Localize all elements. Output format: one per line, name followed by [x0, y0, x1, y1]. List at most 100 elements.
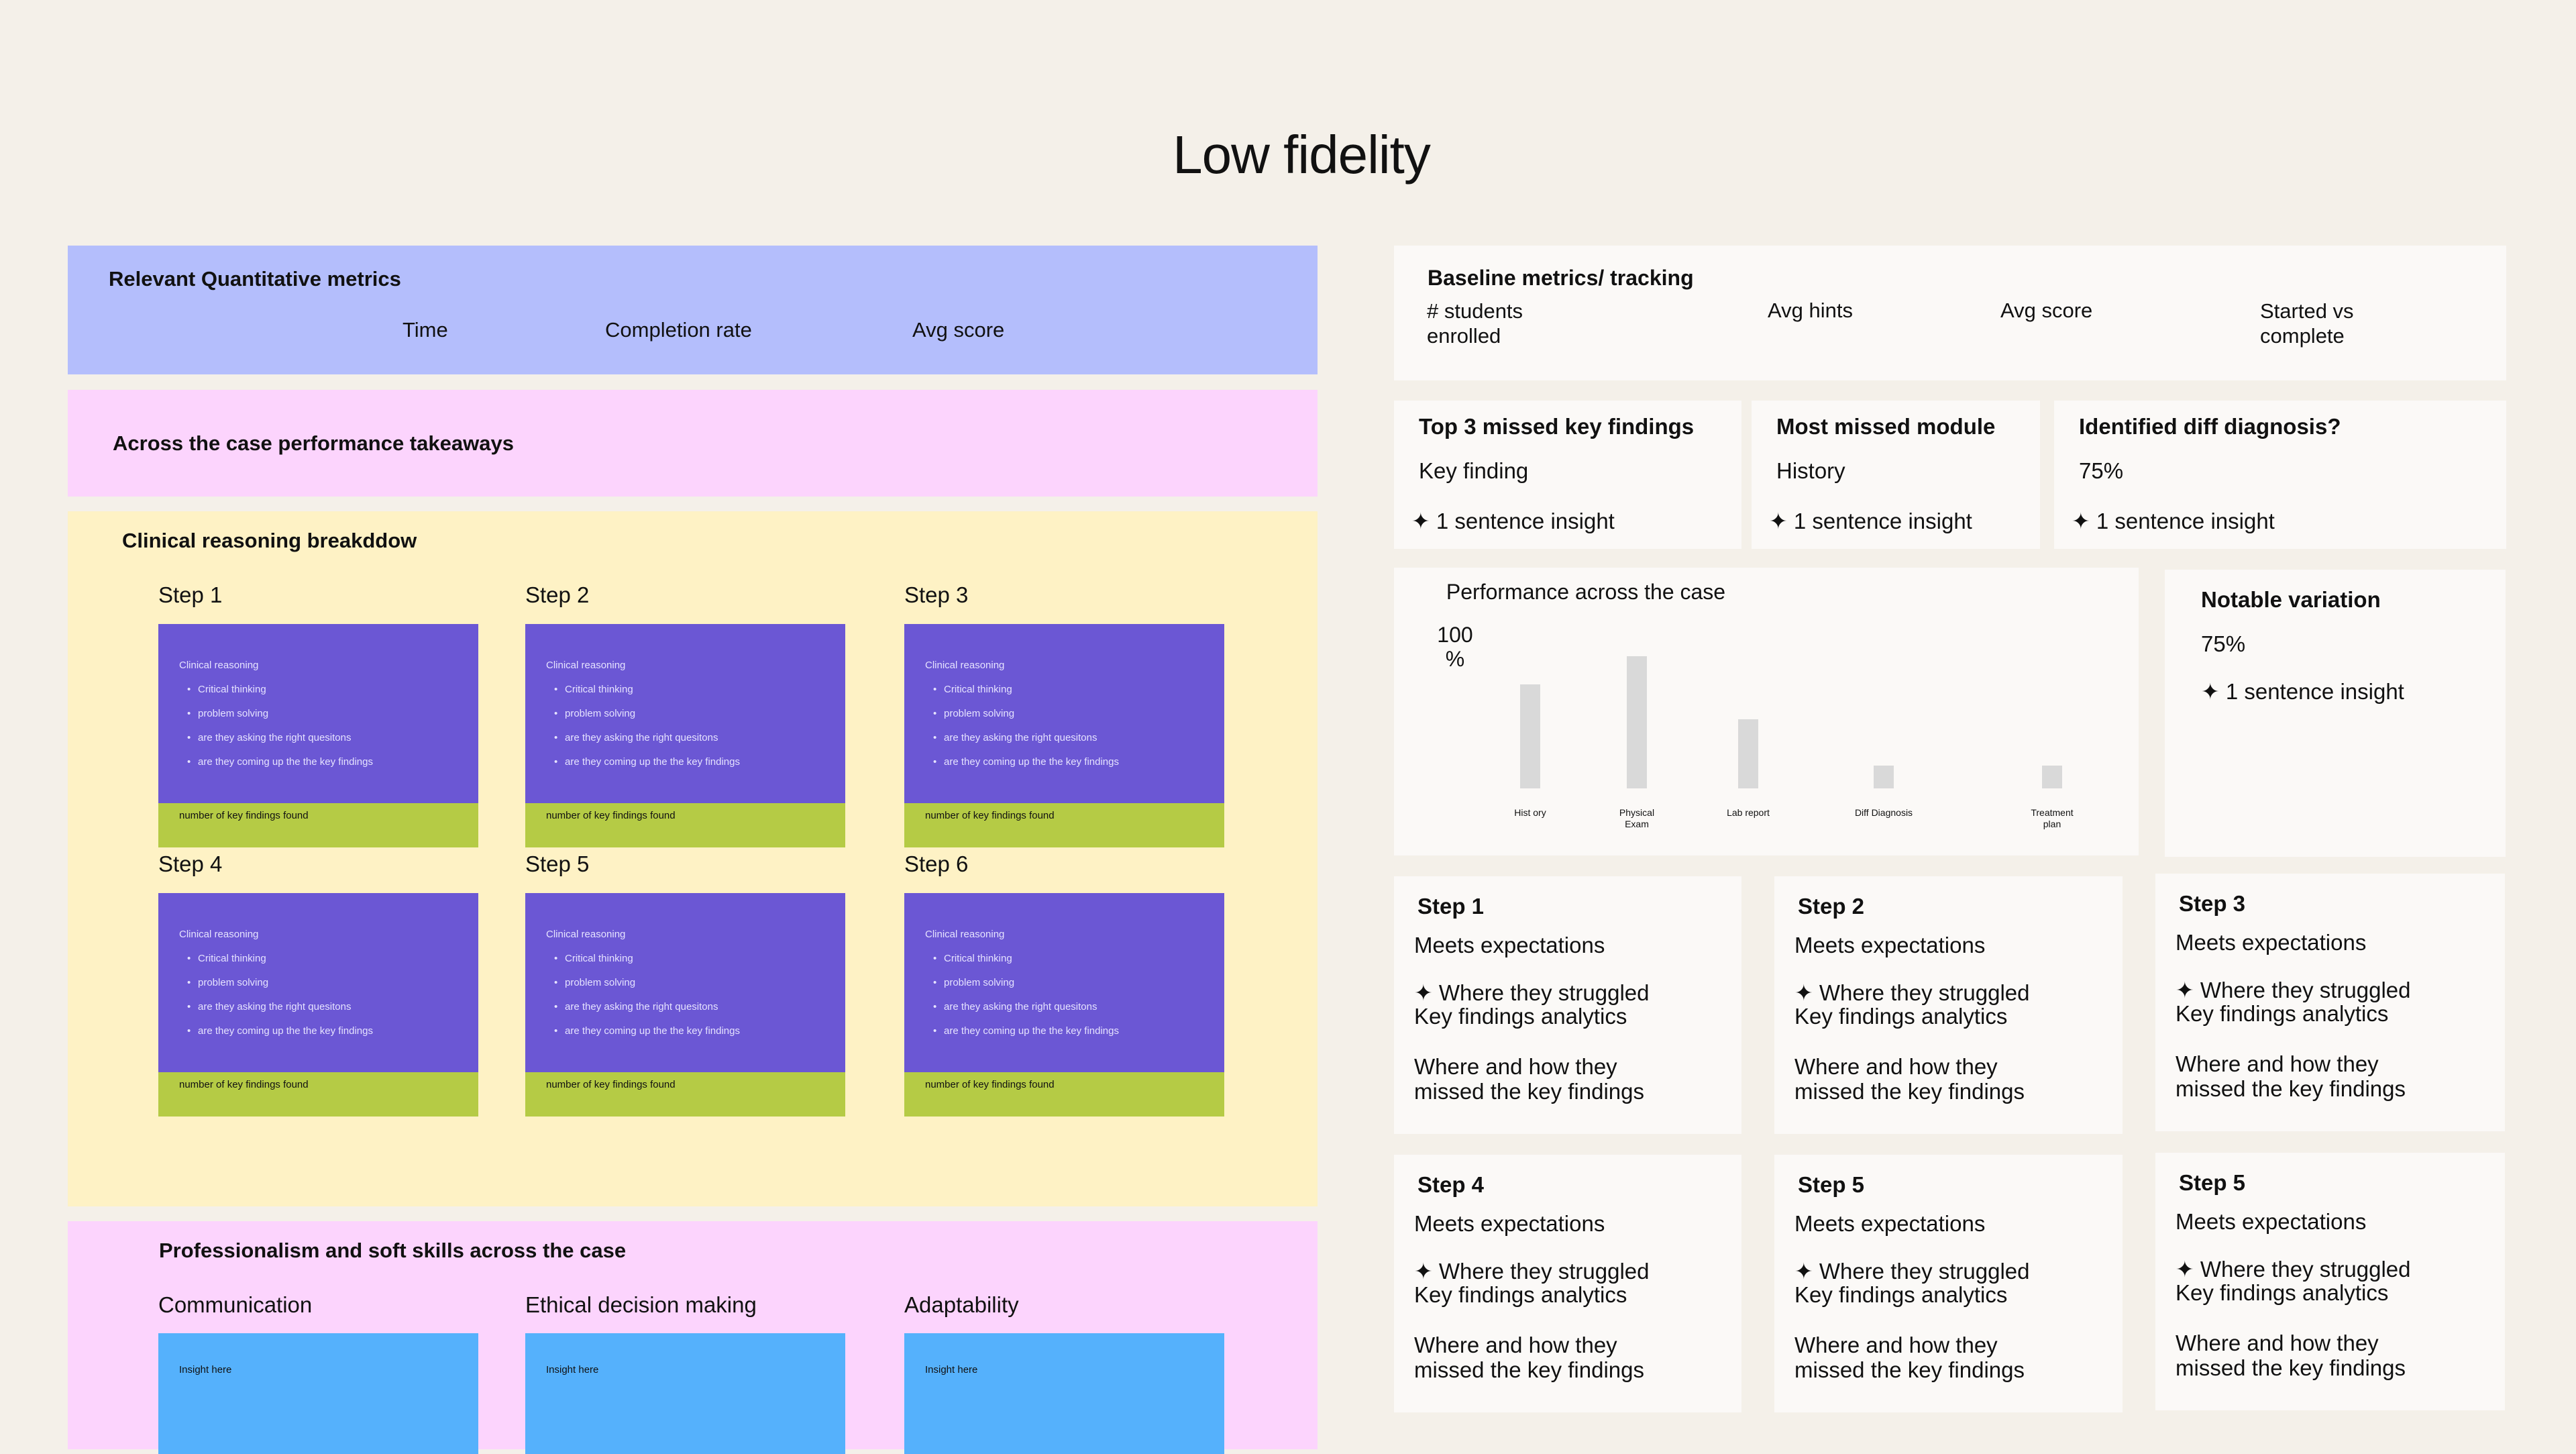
clinical-title: Clinical reasoning breakddow [122, 529, 417, 552]
card-title: Clinical reasoning [546, 929, 626, 940]
soft-skill-label: Adaptability [904, 1292, 1019, 1317]
summary-card: Top 3 missed key findings Key finding 1 se… [1394, 401, 1741, 549]
summary-card: Most missed module History 1 sentence insi… [1752, 401, 2040, 549]
card-footer: number of key findings found [904, 803, 1224, 847]
takeaways-section: Across the case performance takeaways [68, 390, 1318, 497]
step-card-status: Meets expectations [1794, 933, 1986, 957]
card-footer-label: number of key findings found [179, 810, 309, 821]
step-card-title: Step 1 [1417, 894, 1485, 919]
card-bullet: are they asking the right quesitons [933, 726, 1119, 750]
page-title: Low fidelity [1173, 125, 1431, 185]
step-card-status: Meets expectations [1794, 1211, 1986, 1236]
step-card-analytics: Key findings analytics [1414, 1282, 1627, 1307]
clinical-step-card: Clinical reasoning Critical thinkingprobl… [904, 624, 1224, 847]
step-insight-card: Step 3 Meets expectations Where they strug… [2155, 874, 2505, 1131]
soft-skills-section: Professionalism and soft skills across t… [68, 1221, 1318, 1454]
card-footer: number of key findings found [525, 1072, 845, 1117]
soft-skill-label: Ethical decision making [525, 1292, 757, 1317]
soft-skill-card: Insight here [158, 1333, 478, 1454]
card-body: Clinical reasoning Critical thinkingprobl… [925, 923, 1119, 1043]
card-bullet: are they coming up the the key findings [187, 1019, 373, 1043]
notable-value: 75% [2201, 631, 2246, 656]
card-footer-label: number of key findings found [179, 1079, 309, 1090]
soft-skills-title: Professionalism and soft skills across t… [159, 1239, 627, 1262]
step-card-struggle: Where they struggled [1794, 1258, 2030, 1284]
step-card-struggle: Where they struggled [1794, 980, 2030, 1006]
card-footer-label: number of key findings found [546, 1079, 676, 1090]
card-bullet: are they asking the right quesitons [187, 726, 373, 750]
step-card-missed: Where and how they missed the key findin… [1794, 1054, 2025, 1104]
card-bullet: are they coming up the the key findings [933, 1019, 1119, 1043]
chart-x-tick: Diff Diagnosis [1854, 807, 1913, 818]
step-card-title: Step 5 [1798, 1172, 1865, 1197]
baseline-avg-hints: Avg hints [1768, 299, 1853, 322]
step-card-missed: Where and how they missed the key findin… [1414, 1333, 1645, 1382]
baseline-started-vs-complete: Started vs complete [2260, 299, 2354, 348]
step-label: Step 4 [158, 851, 223, 876]
chart-x-tick: Physical Exam [1619, 807, 1655, 829]
card-bullet: are they asking the right quesitons [554, 726, 740, 750]
baseline-panel: Baseline metrics/ tracking # students en… [1394, 246, 2506, 380]
step-card-title: Step 4 [1417, 1172, 1485, 1197]
card-bullet: Critical thinking [554, 678, 740, 702]
step-card-status: Meets expectations [2176, 930, 2367, 955]
card-title: Clinical reasoning [925, 929, 1005, 940]
card-bullets: Critical thinkingproblem solvingare they… [546, 947, 740, 1043]
chart-title: Performance across the case [1446, 580, 1726, 604]
card-bullet: are they asking the right quesitons [554, 995, 740, 1019]
card-bullets: Critical thinkingproblem solvingare they… [179, 678, 373, 774]
metric-completion-rate: Completion rate [605, 318, 752, 342]
card-footer-label: number of key findings found [925, 1079, 1055, 1090]
card-bullet: Critical thinking [933, 947, 1119, 971]
step-card-status: Meets expectations [1414, 1211, 1605, 1236]
soft-skill-insight: Insight here [925, 1364, 978, 1375]
summary-card-insight: 1 sentence insight [2072, 508, 2275, 534]
step-insight-card: Step 5 Meets expectations Where they strug… [2155, 1153, 2505, 1410]
step-label: Step 2 [525, 582, 590, 607]
clinical-step-card: Clinical reasoning Critical thinkingprobl… [904, 893, 1224, 1117]
card-bullet: are they coming up the the key findings [554, 1019, 740, 1043]
step-label: Step 1 [158, 582, 223, 607]
summary-card-value: 75% [2079, 458, 2124, 483]
clinical-step-card: Clinical reasoning Critical thinkingprobl… [525, 624, 845, 847]
notable-variation-panel: Notable variation 75% 1 sentence insight [2165, 570, 2506, 857]
card-bullet: Critical thinking [933, 678, 1119, 702]
step-card-struggle: Where they struggled [1414, 980, 1650, 1006]
step-label: Step 5 [525, 851, 590, 876]
summary-card-title: Identified diff diagnosis? [2079, 414, 2341, 439]
step-card-status: Meets expectations [2176, 1209, 2367, 1234]
card-bullets: Critical thinkingproblem solvingare they… [546, 678, 740, 774]
summary-card-value: History [1776, 458, 1845, 483]
step-card-analytics: Key findings analytics [1414, 1004, 1627, 1029]
clinical-reasoning-section: Clinical reasoning breakddow Step 1 Clini… [68, 511, 1318, 1206]
summary-card-title: Most missed module [1776, 414, 1996, 439]
step-insight-card: Step 4 Meets expectations Where they strug… [1394, 1155, 1741, 1412]
card-footer-label: number of key findings found [546, 810, 676, 821]
step-label: Step 3 [904, 582, 969, 607]
card-bullet: Critical thinking [554, 947, 740, 971]
card-title: Clinical reasoning [179, 660, 259, 671]
chart-bar [1627, 656, 1647, 788]
step-card-struggle: Where they struggled [2176, 977, 2411, 1003]
soft-skill-card: Insight here [525, 1333, 845, 1454]
card-bullet: Critical thinking [187, 947, 373, 971]
chart-x-tick: Hist ory [1514, 807, 1546, 818]
step-card-struggle: Where they struggled [2176, 1256, 2411, 1282]
step-insight-card: Step 1 Meets expectations Where they strug… [1394, 876, 1741, 1134]
card-bullet: problem solving [554, 971, 740, 995]
notable-insight: 1 sentence insight [2201, 678, 2404, 705]
baseline-students-enrolled: # students enrolled [1427, 299, 1523, 348]
card-footer: number of key findings found [525, 803, 845, 847]
card-title: Clinical reasoning [925, 660, 1005, 671]
chart-y-label: 100 % [1437, 623, 1473, 671]
card-body: Clinical reasoning Critical thinkingprobl… [546, 923, 740, 1043]
card-bullet: are they coming up the the key findings [187, 750, 373, 774]
step-card-missed: Where and how they missed the key findin… [2176, 1051, 2406, 1101]
summary-card-title: Top 3 missed key findings [1419, 414, 1695, 439]
card-bullets: Critical thinkingproblem solvingare they… [179, 947, 373, 1043]
card-body: Clinical reasoning Critical thinkingprobl… [179, 654, 373, 774]
soft-skill-insight: Insight here [179, 1364, 232, 1375]
step-card-missed: Where and how they missed the key findin… [1794, 1333, 2025, 1382]
soft-skill-label: Communication [158, 1292, 313, 1317]
step-insight-card: Step 2 Meets expectations Where they strug… [1774, 876, 2123, 1134]
